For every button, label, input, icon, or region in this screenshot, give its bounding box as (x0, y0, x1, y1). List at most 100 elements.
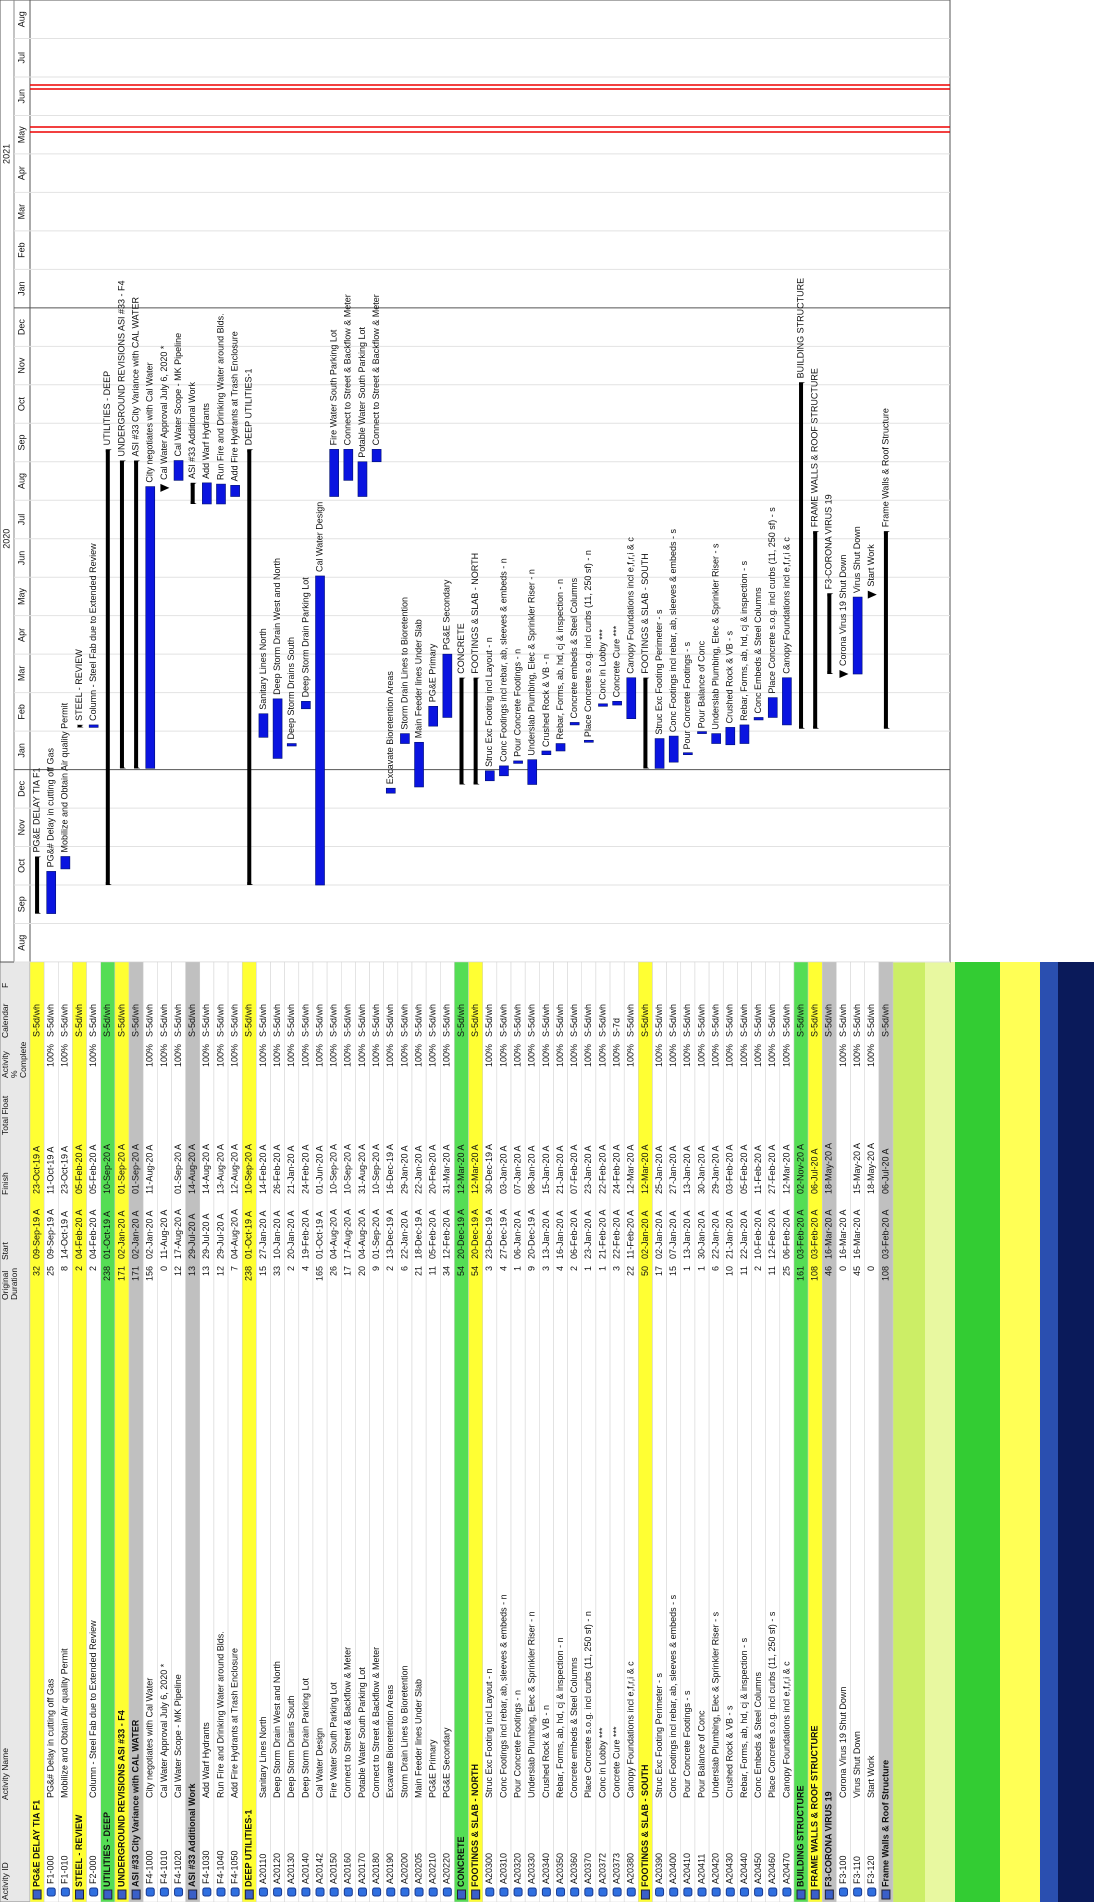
bar-label: Fire Water South Parking Lot (329, 329, 339, 445)
activity-name: PG&E Primary (428, 1739, 438, 1798)
activity-icon (867, 1887, 877, 1897)
percent-complete: 100% (357, 1044, 367, 1067)
activity-icon (570, 1887, 580, 1897)
calendar: S-5d/wh (258, 1004, 268, 1037)
percent-complete: 100% (654, 1044, 664, 1067)
column-header: Activity Name (0, 1748, 10, 1800)
calendar: S-5d/wh (498, 1004, 508, 1037)
activity-id: A20411 (696, 1854, 706, 1884)
month-label: Jul (16, 52, 26, 64)
start-date: 04-Aug-20 A (357, 1209, 367, 1259)
activity-id: A20470 (781, 1853, 791, 1884)
wbs-name: STEEL - REVIEW (74, 1814, 84, 1887)
duration: 46 (824, 1266, 834, 1276)
band (1058, 962, 1094, 1902)
calendar: S-5d/wh (201, 1004, 211, 1037)
summary-bar (247, 449, 252, 886)
percent-complete: 100% (753, 1044, 763, 1067)
calendar: S-5d/wh (314, 1004, 324, 1037)
activity-id: A20370 (583, 1853, 593, 1884)
bar-label: Concrete Cure *** (611, 625, 621, 697)
percent-complete: 100% (272, 1044, 282, 1067)
finish-date: 13-Jan-20 A (682, 1145, 692, 1194)
activity-id: F1-000 (46, 1855, 56, 1884)
duration: 108 (810, 1266, 820, 1281)
percent-complete: 100% (484, 1044, 494, 1067)
calendar: S-5d/wh (569, 1004, 579, 1037)
bar-label: Connect to Street & Backflow & Meter (343, 294, 353, 445)
activity-icon (541, 1887, 551, 1897)
duration: 6 (399, 1266, 409, 1271)
calendar: S-5d/wh (541, 1004, 551, 1037)
finish-date: 05-Feb-20 A (739, 1144, 749, 1194)
activity-id: A20360 (569, 1853, 579, 1884)
bar-label: Struc Exc Footing incl Layout - n (484, 637, 494, 767)
activity-bar (286, 743, 297, 747)
activity-icon (683, 1887, 693, 1897)
wbs-icon (471, 1889, 481, 1900)
percent-complete: 100% (173, 1044, 183, 1067)
duration: 2 (753, 1266, 763, 1271)
activity-id: A20205 (413, 1853, 423, 1884)
start-date: 19-Feb-20 A (300, 1209, 310, 1259)
finish-date: 11-Feb-20 A (753, 1145, 763, 1194)
calendar: S-5d/wh (385, 1004, 395, 1037)
activity-icon (343, 1887, 353, 1897)
activity-name: Connect to Street & Backflow & Meter (343, 1647, 353, 1798)
finish-date: 29-Jan-20 A (711, 1145, 721, 1194)
calendar: S-7d (611, 1018, 621, 1037)
month-label: Nov (16, 819, 26, 836)
activity-name: Cal Water Scope - MK Pipeline (173, 1674, 183, 1798)
bar-label: PG&E DELAY TIA F1 (31, 767, 41, 852)
activity-id: A20220 (442, 1853, 452, 1884)
bar-label: Pour Concrete Footings - s (682, 641, 692, 749)
month-label: Aug (16, 935, 26, 951)
calendar: S-5d/wh (173, 1004, 183, 1037)
start-date: 20-Dec-19 A (470, 1209, 480, 1259)
finish-date: 01-Jun-20 A (314, 1145, 324, 1194)
month-label: Feb (16, 704, 26, 720)
activity-id: A20180 (371, 1853, 381, 1884)
percent-complete: 100% (258, 1044, 268, 1067)
column-header: Total Float (0, 1095, 10, 1135)
activity-name: Underslab Plumbing, Elec & Sprinkler Ris… (527, 1611, 537, 1798)
duration: 161 (795, 1266, 805, 1281)
duration: 0 (838, 1266, 848, 1271)
calendar: S-5d/wh (753, 1004, 763, 1037)
activity-name: Conc in Lobby *** (597, 1727, 607, 1798)
summary-bar (799, 382, 804, 729)
activity-bar (173, 460, 184, 481)
start-date: 22-Feb-20 A (611, 1209, 621, 1259)
activity-name: Run Fire and Drinking Water around Blds. (215, 1631, 225, 1798)
finish-date: 21-Jan-20 A (555, 1145, 565, 1194)
activity-name: Concrete Cure *** (611, 1726, 621, 1798)
activity-bar (541, 750, 552, 756)
bar-label: Potable Water South Parking Lot (357, 327, 367, 458)
activity-name: Place Concrete s.o.g. incl curbs (11, 25… (583, 1611, 593, 1798)
start-date: 13-Jan-20 A (682, 1210, 692, 1259)
bar-label: DEEP UTILITIES-1 (244, 368, 254, 445)
calendar: S-5d/wh (371, 1004, 381, 1037)
activity-name: Sanitary Lines North (258, 1716, 268, 1798)
calendar: S-5d/wh (626, 1004, 636, 1037)
duration: 0 (866, 1266, 876, 1271)
wbs-name: ASI #33 Additional Work (187, 1782, 197, 1887)
percent-complete: 100% (781, 1044, 791, 1067)
duration: 22 (626, 1266, 636, 1276)
activity-name: Add Warf Hydrants (201, 1722, 211, 1798)
bar-label: PG&E Primary (428, 643, 438, 702)
activity-name: Virus Shut Down (852, 1731, 862, 1798)
activity-bar (852, 596, 863, 675)
finish-date: 13-Aug-20 A (215, 1144, 225, 1194)
activity-bar (484, 770, 495, 782)
activity-id: A20200 (399, 1853, 409, 1884)
bar-label: Deep Storm Drains South (286, 637, 296, 740)
band (1040, 962, 1058, 1902)
calendar: S-5d/wh (668, 1004, 678, 1037)
activity-bar (555, 743, 566, 752)
wbs-icon (796, 1889, 806, 1900)
wbs-icon (810, 1889, 820, 1900)
percent-complete: 100% (60, 1044, 70, 1067)
duration: 17 (343, 1266, 353, 1276)
activity-name: Pour Balance of Conc (696, 1710, 706, 1798)
